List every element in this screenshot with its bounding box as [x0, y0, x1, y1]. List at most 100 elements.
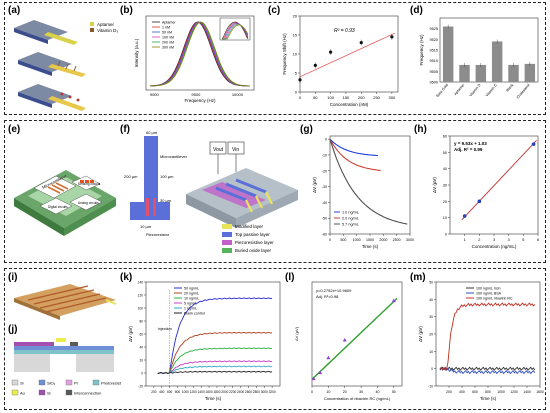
x-tick-label: 3000: [406, 238, 414, 242]
label-10um: 10 µm: [140, 224, 152, 229]
inset-series: [222, 22, 249, 40]
data-point: [359, 41, 363, 45]
x-tick-label: 10: [326, 390, 330, 394]
legend-swatch: [38, 379, 46, 386]
x-tick-label: 2000: [221, 390, 228, 394]
panel-f-legend: Modified layer Top passive layer Piezoresi…: [222, 224, 274, 253]
data-point: [462, 214, 467, 218]
legend-swatch: [92, 379, 100, 386]
series-line: [157, 331, 273, 374]
x-tick-label: 40: [375, 390, 379, 394]
legend-label: 200 nM: [162, 41, 174, 45]
label-60um: 60 µm: [146, 130, 158, 135]
x-tick-label: 30: [359, 390, 363, 394]
x-tick-label: 2200: [229, 390, 236, 394]
panel-label-a: (a): [8, 5, 21, 16]
data-point: [298, 78, 302, 82]
bar: [491, 41, 503, 82]
y-tick-label: -30: [322, 185, 327, 189]
label-100um: 100 µm: [160, 174, 174, 179]
label-vout: Vout: [213, 147, 224, 153]
panel-label-h: (h): [414, 124, 427, 135]
panel-label-k: (k): [120, 272, 133, 283]
data-point: [329, 50, 333, 54]
row-a-d: [4, 2, 546, 115]
series-line: [439, 366, 536, 371]
x-tick-label: 50: [392, 390, 396, 394]
data-point: [318, 370, 323, 375]
x-tick-label: 0: [299, 95, 302, 100]
x-tick-label: 250: [373, 95, 380, 100]
y-axis-label: ΔV (µV): [432, 177, 437, 193]
x-tick-label: 10000: [232, 92, 244, 97]
chart-c: 0 50 100 150 200 250 300 0 5 10 15 20 Concentration …: [282, 14, 399, 107]
annotation-r2: Adj. R² = 0.99: [454, 147, 483, 152]
legend-swatch: [222, 248, 232, 253]
y-tick-label: 15: [293, 33, 298, 38]
y-tick-label: 120: [138, 294, 144, 298]
x-tick-label: 200: [151, 390, 157, 394]
legend-label: 1.0 ng/mL: [342, 211, 359, 215]
legend-vitamin-d3: Vitamin D₃: [97, 28, 118, 33]
data-point: [531, 142, 536, 146]
series-line: [157, 365, 273, 374]
x-tick-label: 1400: [523, 390, 531, 394]
panel-label-g: (g): [300, 124, 313, 135]
y-tick-label: 60: [443, 135, 447, 139]
chip-label-sensing: Sensing circuits: [78, 182, 101, 186]
panel-j-cross-section: Si SiO₂ Pt Photoresist Au Si Interconnection: [11, 338, 122, 396]
panel-a-schematic: Aptamer Vitamin D₃: [14, 20, 118, 111]
y-tick-label: 9500: [430, 81, 438, 85]
y-tick-label: 9505: [430, 70, 438, 74]
x-tick-label: 2800: [253, 390, 260, 394]
legend-label: 20 ng/mL: [184, 292, 199, 296]
x-tick-label: 9500: [191, 92, 201, 97]
chart-b: 9000 9500 10000 Frequency (Hz) Intensity (a.…: [134, 15, 255, 103]
x-tick-label: 1: [464, 238, 466, 242]
label-microcantilever: Microcantilever: [160, 154, 188, 159]
legend-label: Si: [47, 391, 51, 396]
x-tick-label: 6: [537, 238, 539, 242]
x-tick-label: 100: [327, 95, 334, 100]
x-tick-label: 1000: [182, 390, 189, 394]
y-tick-label: 40: [139, 346, 143, 350]
x-tick-label: 1000: [353, 238, 361, 242]
legend-label: Buried oxide layer: [235, 248, 272, 253]
legend-label: 50 ng/mL: [184, 287, 199, 291]
y-tick-label: 60: [139, 333, 143, 337]
bar: [442, 26, 454, 82]
cantilever-aptamer: [18, 52, 86, 77]
data-point: [477, 199, 482, 204]
x-tick-label: 400: [159, 390, 165, 394]
category-label: Bare Gold: [435, 83, 448, 98]
panel-label-i: (i): [8, 272, 18, 283]
x-tick-label: 2400: [237, 390, 244, 394]
legend-swatch: [222, 240, 232, 245]
legend-label: SiO₂: [47, 381, 56, 386]
y-tick-label: -40: [322, 201, 327, 205]
legend-label: 1 nM: [162, 26, 170, 30]
legend-label: 2.0 ng/mL: [342, 217, 359, 221]
x-tick-label: 0: [311, 390, 313, 394]
annotation-equation: y=0.2752x+10.9609: [316, 288, 352, 293]
panel-label-m: (m): [410, 272, 426, 283]
y-tick-label: -20: [322, 169, 327, 173]
data-point: [326, 355, 331, 360]
y-tick-label: 40: [429, 298, 433, 302]
panel-e-chip: Microcantilever Sensing circuits Digital…: [14, 170, 116, 236]
x-tick-label: 600: [167, 390, 173, 394]
legend-label: Piezoresistive layer: [235, 240, 274, 245]
row-e-h: [4, 120, 546, 263]
x-tick-label: 400: [459, 390, 465, 394]
x-tick-label: 1600: [206, 390, 213, 394]
legend-label: Si: [20, 381, 24, 386]
fit-line: [311, 297, 398, 380]
annotation-r2: R² = 0.93: [334, 28, 355, 34]
series-line: [439, 366, 536, 375]
plot-frame: [311, 281, 403, 387]
x-axis-label: Time (s): [205, 396, 222, 401]
y-tick-label: 0: [295, 90, 298, 95]
series-line: [157, 297, 273, 374]
